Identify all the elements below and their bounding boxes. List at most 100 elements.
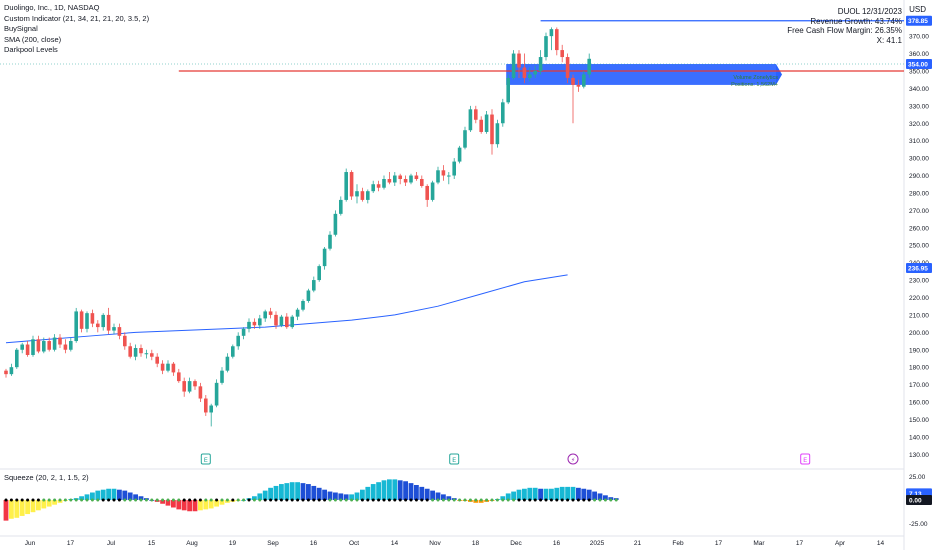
indicator-sma[interactable]: SMA (200, close) (4, 34, 62, 44)
indicator-buysignal[interactable]: BuySignal (4, 24, 38, 33)
squeeze-dot (274, 498, 278, 502)
candle-body (123, 335, 127, 347)
candle-body (387, 179, 392, 183)
squeeze-bar (586, 489, 592, 500)
candle-body (236, 335, 240, 347)
price-tag (906, 262, 932, 273)
y-tick-label: 320.00 (909, 121, 929, 128)
squeeze-bar (203, 500, 209, 510)
candle-body (258, 318, 262, 326)
earnings-marker-box (800, 453, 811, 465)
candle-body (484, 114, 489, 132)
sma-200-line (5, 274, 568, 344)
squeeze-bar (295, 482, 300, 500)
squeeze-dot (458, 498, 462, 502)
squeeze-bar (181, 500, 187, 511)
candle-body (193, 381, 197, 387)
earnings-marker: E (200, 453, 211, 465)
x-tick-label: Aug (186, 540, 198, 547)
squeeze-bar (14, 500, 20, 518)
squeeze-dot (393, 498, 397, 502)
candle-body (463, 130, 467, 148)
candle-body (468, 109, 473, 131)
squeeze-bar (365, 486, 371, 500)
candle-body (241, 328, 246, 336)
squeeze-dot (360, 498, 364, 502)
squeeze-bar (176, 500, 182, 510)
y-tick-label: 280.00 (909, 190, 929, 197)
candle-body (198, 386, 203, 399)
y-tick-label: 140.00 (909, 434, 929, 441)
darkpool-label-1: Volume Zonelytics (733, 75, 778, 81)
squeeze-dot (220, 498, 224, 502)
squeeze-dot (301, 498, 305, 502)
y-tick-label: 210.00 (909, 312, 929, 319)
squeeze-dot (441, 498, 445, 502)
candle-body (333, 213, 338, 235)
x-tick-label: 17 (796, 540, 804, 547)
squeeze-dot (593, 498, 597, 502)
earnings-marker-box (200, 453, 211, 465)
candle-body (349, 172, 354, 197)
candle-body (182, 381, 186, 392)
x-tick-label: 17 (715, 540, 723, 547)
squeeze-bar (581, 488, 587, 500)
event-marker-label: E (204, 456, 208, 464)
candle-body (393, 175, 397, 183)
price-tag-label: 236.95 (908, 265, 928, 272)
squeeze-dot (317, 498, 321, 502)
candle-body (25, 344, 30, 355)
squeeze-bar (95, 490, 101, 500)
squeeze-dot (522, 498, 526, 502)
candle-body (582, 74, 586, 87)
squeeze-dot (344, 498, 348, 502)
squeeze-dot (533, 498, 537, 502)
candle-body (571, 77, 575, 85)
squeeze-dot (425, 498, 429, 502)
squeeze-bar (603, 495, 608, 500)
indicator-darkpool[interactable]: Darkpool Levels (4, 45, 58, 54)
candle-body (47, 341, 51, 350)
squeeze-dot (544, 498, 548, 502)
y-tick-label: 260.00 (909, 225, 929, 232)
indicator-custom[interactable]: Custom Indicator (21, 34, 21, 21, 20, 3.… (4, 13, 150, 23)
candle-body (430, 182, 435, 200)
x-tick-label: 17 (67, 540, 75, 547)
x-tick-label: 18 (472, 540, 480, 547)
squeeze-bar (597, 493, 603, 500)
y-tick-label: 150.00 (909, 417, 929, 424)
squeeze-bar (30, 500, 36, 513)
x-tick-label: 16 (310, 540, 318, 547)
squeeze-dot (279, 498, 283, 502)
candle-body (409, 175, 413, 183)
candle-body (79, 311, 84, 329)
squeeze-tag-label: 0.00 (909, 498, 922, 505)
earnings-marker: E (449, 453, 460, 465)
squeeze-dot (501, 498, 505, 502)
squeeze-bar (419, 486, 425, 500)
candle-body (436, 170, 440, 183)
candle-body (177, 372, 181, 382)
candle-body (252, 321, 257, 326)
squeeze-dot (560, 498, 564, 502)
squeeze-dot (193, 498, 197, 502)
squeeze-bar (289, 482, 295, 500)
squeeze-legend[interactable]: Squeeze (20, 2, 1, 1.5, 2) (4, 473, 89, 482)
squeeze-bar (414, 485, 419, 500)
currency-label[interactable]: USD (909, 5, 926, 14)
squeeze-bar (360, 489, 365, 500)
squeeze-dot (468, 498, 472, 502)
squeeze-bar (430, 490, 435, 500)
candle-body (360, 191, 365, 200)
squeeze-bar (198, 500, 203, 511)
fundamentals-box: DUOL 12/31/2023 Revenue Growth: 43.74% F… (787, 7, 902, 45)
candle-body (495, 123, 500, 145)
squeeze-dot (306, 498, 310, 502)
squeeze-dot (404, 498, 408, 502)
candle-body (528, 74, 532, 78)
squeeze-dot (236, 498, 240, 502)
squeeze-dot (328, 498, 332, 502)
candle-body (376, 184, 381, 188)
y-tick-label: 290.00 (909, 173, 929, 180)
